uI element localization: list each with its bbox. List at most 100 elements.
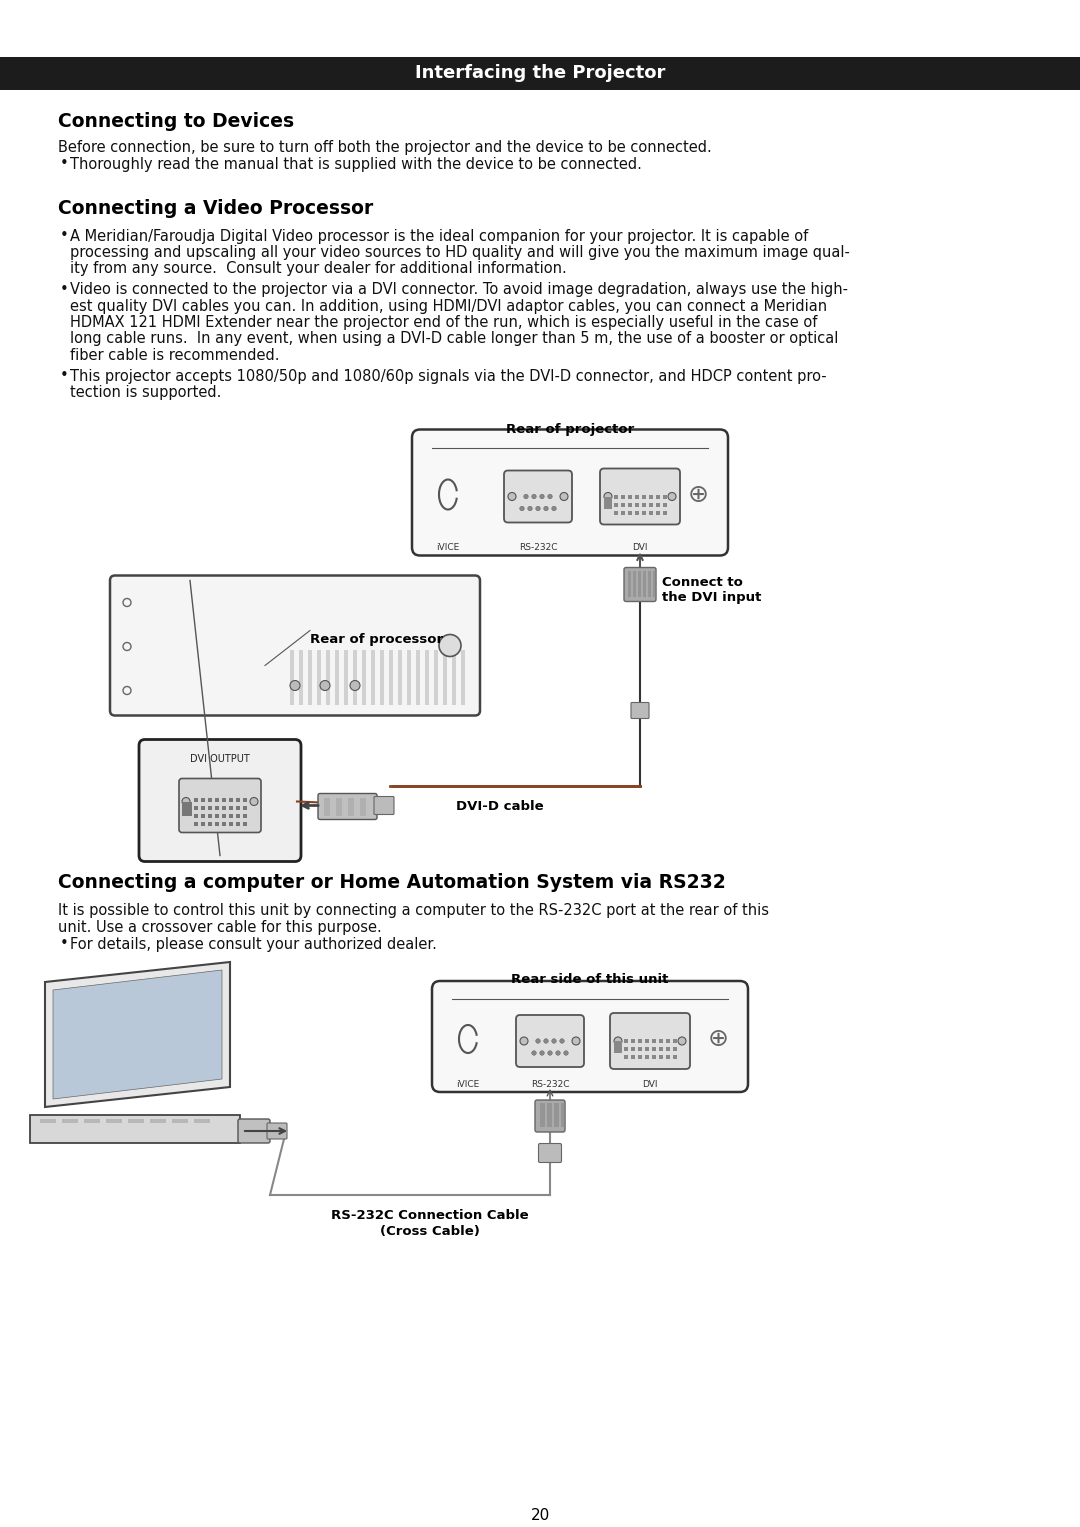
- Bar: [666, 1048, 670, 1051]
- Bar: [638, 571, 642, 597]
- Bar: [84, 1119, 100, 1122]
- Bar: [642, 510, 646, 515]
- Bar: [624, 1048, 627, 1051]
- Bar: [652, 1055, 656, 1060]
- Text: Rear side of this unit: Rear side of this unit: [511, 973, 669, 986]
- Bar: [243, 797, 247, 802]
- Bar: [631, 1038, 635, 1043]
- Bar: [150, 1119, 166, 1122]
- Bar: [345, 649, 348, 704]
- Bar: [336, 797, 342, 815]
- Text: DVI: DVI: [643, 1080, 658, 1089]
- Text: DVI: DVI: [632, 544, 648, 553]
- Text: processing and upscaling all your video sources to HD quality and will give you : processing and upscaling all your video …: [70, 244, 850, 260]
- Bar: [624, 1055, 627, 1060]
- Bar: [150, 1119, 166, 1122]
- Ellipse shape: [669, 493, 676, 501]
- Bar: [215, 822, 219, 826]
- Bar: [172, 1119, 188, 1122]
- FancyBboxPatch shape: [432, 980, 748, 1092]
- Bar: [348, 797, 354, 815]
- Text: tection is supported.: tection is supported.: [70, 385, 221, 400]
- Bar: [215, 806, 219, 809]
- Ellipse shape: [540, 495, 544, 499]
- Bar: [663, 495, 667, 498]
- Bar: [416, 649, 420, 704]
- Text: Rear of projector: Rear of projector: [505, 423, 634, 437]
- Bar: [229, 814, 233, 817]
- Bar: [635, 502, 639, 507]
- Bar: [631, 1048, 635, 1051]
- Text: DVI-D cable: DVI-D cable: [456, 800, 544, 812]
- Bar: [353, 649, 357, 704]
- Text: iVICE: iVICE: [436, 544, 460, 553]
- Bar: [645, 1048, 649, 1051]
- Text: ity from any source.  Consult your dealer for additional information.: ity from any source. Consult your dealer…: [70, 261, 567, 276]
- Bar: [426, 649, 429, 704]
- Bar: [659, 1038, 663, 1043]
- Bar: [222, 806, 226, 809]
- Text: iVICE: iVICE: [457, 1080, 480, 1089]
- Bar: [673, 1055, 677, 1060]
- Bar: [546, 1102, 552, 1127]
- Bar: [621, 495, 625, 498]
- Bar: [659, 1055, 663, 1060]
- Bar: [243, 814, 247, 817]
- Polygon shape: [30, 1115, 240, 1144]
- Bar: [621, 502, 625, 507]
- Text: This projector accepts 1080/50p and 1080/60p signals via the DVI-D connector, an: This projector accepts 1080/50p and 1080…: [70, 368, 826, 383]
- Bar: [129, 1119, 144, 1122]
- Bar: [208, 814, 212, 817]
- FancyBboxPatch shape: [504, 470, 572, 522]
- Bar: [627, 571, 631, 597]
- Bar: [201, 797, 205, 802]
- Ellipse shape: [615, 1037, 622, 1044]
- Bar: [150, 1119, 166, 1122]
- Bar: [407, 649, 411, 704]
- Text: ⊕: ⊕: [688, 483, 708, 507]
- Bar: [84, 1119, 100, 1122]
- Bar: [399, 649, 402, 704]
- Bar: [434, 649, 438, 704]
- Ellipse shape: [543, 1038, 549, 1043]
- Ellipse shape: [528, 507, 532, 510]
- Bar: [649, 510, 653, 515]
- Bar: [656, 502, 660, 507]
- Bar: [84, 1119, 100, 1122]
- Bar: [194, 797, 198, 802]
- Text: Connecting a Video Processor: Connecting a Video Processor: [58, 199, 374, 217]
- Bar: [243, 822, 247, 826]
- Bar: [194, 1119, 210, 1122]
- Bar: [666, 1055, 670, 1060]
- Bar: [663, 510, 667, 515]
- Ellipse shape: [291, 681, 300, 690]
- Polygon shape: [45, 962, 230, 1107]
- Ellipse shape: [678, 1037, 686, 1044]
- Bar: [659, 1048, 663, 1051]
- Bar: [615, 502, 618, 507]
- Bar: [453, 649, 456, 704]
- Bar: [229, 822, 233, 826]
- Bar: [652, 1038, 656, 1043]
- FancyBboxPatch shape: [267, 1122, 287, 1139]
- FancyBboxPatch shape: [110, 576, 480, 716]
- Bar: [360, 797, 366, 815]
- Ellipse shape: [320, 681, 330, 690]
- Bar: [638, 1048, 642, 1051]
- Bar: [106, 1119, 122, 1122]
- FancyBboxPatch shape: [631, 702, 649, 719]
- Ellipse shape: [564, 1051, 568, 1055]
- Bar: [649, 502, 653, 507]
- Bar: [656, 495, 660, 498]
- FancyBboxPatch shape: [411, 429, 728, 556]
- Text: Before connection, be sure to turn off both the projector and the device to be c: Before connection, be sure to turn off b…: [58, 140, 712, 156]
- Bar: [443, 649, 447, 704]
- Ellipse shape: [556, 1051, 561, 1055]
- Bar: [201, 822, 205, 826]
- Bar: [40, 1119, 56, 1122]
- FancyBboxPatch shape: [179, 779, 261, 832]
- Ellipse shape: [183, 797, 190, 806]
- Text: 20: 20: [530, 1507, 550, 1522]
- Bar: [642, 495, 646, 498]
- Bar: [291, 649, 294, 704]
